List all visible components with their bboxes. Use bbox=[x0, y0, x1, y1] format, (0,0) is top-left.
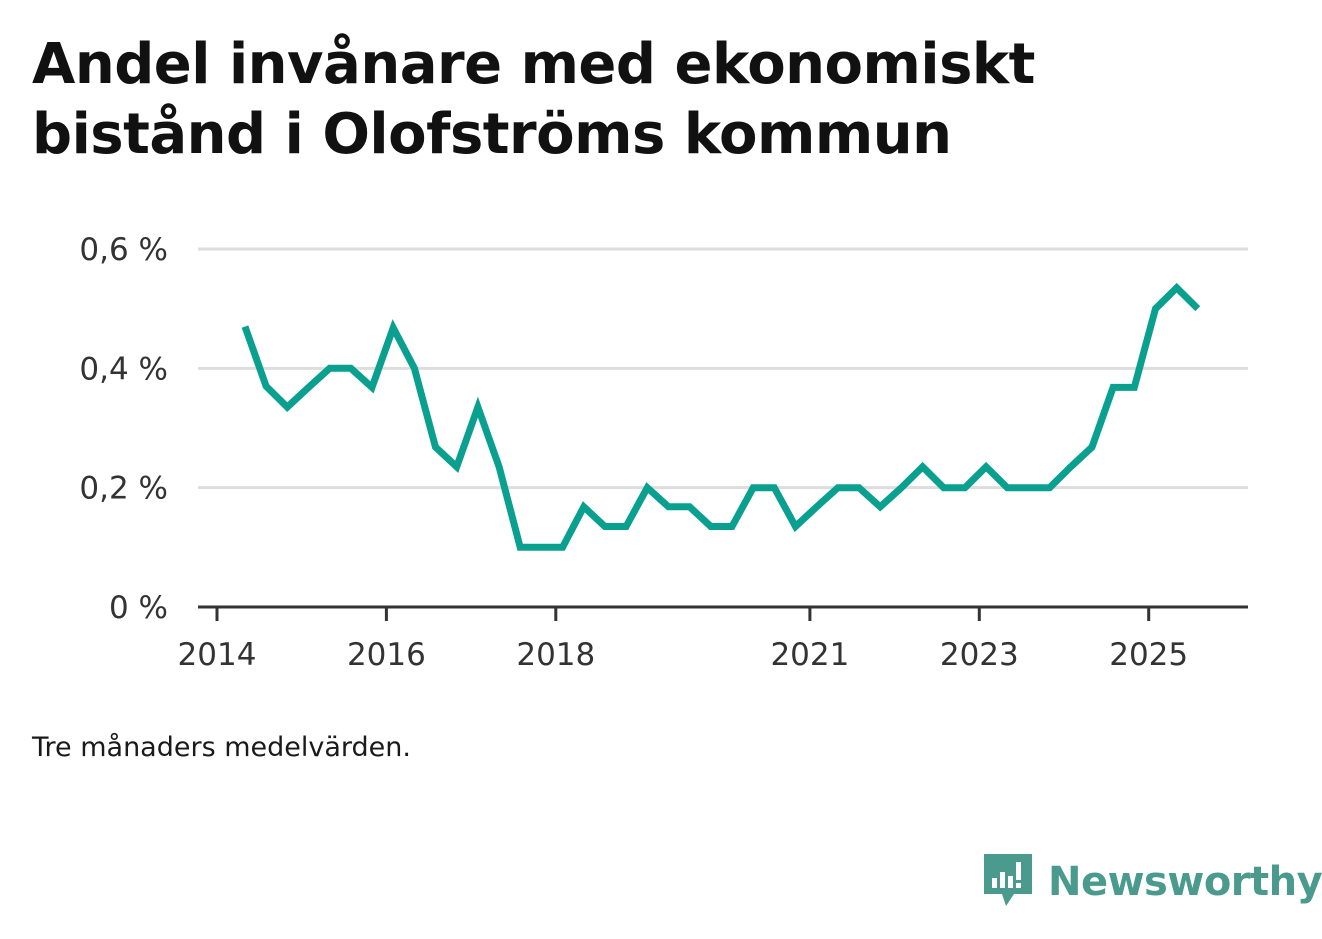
footnote: Tre månaders medelvärden. bbox=[32, 732, 411, 763]
x-tick-labels: 2014 2016 2018 2021 2023 2025 bbox=[178, 637, 1189, 673]
x-tick-label: 2023 bbox=[940, 637, 1019, 673]
line-chart: 0 %0,2 %0,4 %0,6 % 2014 2016 2018 2021 2023 2… bbox=[79, 232, 1248, 673]
brand-logo[interactable]: Newsworthy bbox=[980, 850, 1322, 914]
newsworthy-logo-icon bbox=[980, 850, 1036, 914]
x-tick-label: 2016 bbox=[347, 637, 426, 673]
gridlines bbox=[198, 247, 1248, 490]
x-tick-label: 2014 bbox=[178, 637, 257, 673]
x-tick-label: 2025 bbox=[1109, 637, 1188, 673]
brand-name: Newsworthy bbox=[1048, 859, 1322, 905]
x-tick-label: 2018 bbox=[516, 637, 595, 673]
y-tick-label: 0 % bbox=[109, 590, 168, 626]
y-tick-labels: 0 % 0,2 % 0,4 % 0,6 % bbox=[79, 232, 168, 626]
y-tick-label: 0,6 % bbox=[79, 232, 168, 268]
chart-title: Andel invånare med ekonomiskt bistånd i … bbox=[32, 32, 1035, 167]
y-tick-label: 0,4 % bbox=[79, 351, 168, 387]
y-tick-label: 0,2 % bbox=[79, 471, 168, 507]
series-line-0 bbox=[241, 282, 1201, 551]
x-axis bbox=[198, 605, 1248, 621]
series-layer bbox=[241, 282, 1201, 551]
x-tick-label: 2021 bbox=[770, 637, 849, 673]
